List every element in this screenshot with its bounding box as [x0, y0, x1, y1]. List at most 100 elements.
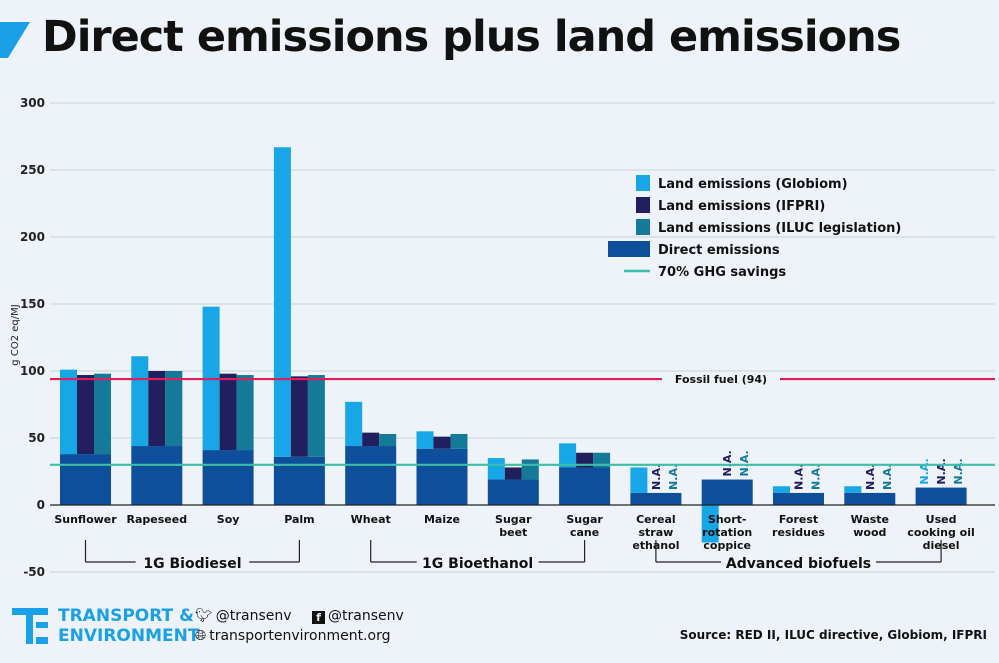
legend-swatch-iluc: [636, 219, 650, 235]
na-label-iluc: N.A.: [952, 458, 965, 484]
y-tick-label: -50: [23, 565, 45, 579]
legend-label-iluc: Land emissions (ILUC legislation): [658, 221, 901, 236]
na-label-ifpri: N.A.: [650, 464, 663, 490]
group-label: 1G Biodiesel: [143, 556, 241, 572]
bar-direct-emissions: [559, 467, 611, 505]
globe-icon: 🌐︎: [195, 628, 207, 644]
bar-land-globiom: [345, 401, 363, 447]
bar-land-iluc: [307, 375, 325, 457]
bar-land-iluc: [521, 459, 539, 480]
bar-direct-emissions: [60, 454, 111, 505]
bar-direct-emissions: [844, 492, 896, 505]
title-accent-shape: [0, 22, 30, 58]
na-label-iluc: N.A.: [667, 464, 680, 490]
y-tick-label: 300: [20, 96, 45, 110]
facebook-handle: @transenv: [328, 608, 404, 624]
bar-direct-emissions: [345, 446, 397, 505]
bar-land-globiom: [60, 369, 77, 455]
bar-land-globiom: [701, 505, 719, 543]
emissions-chart: -50 0 50 100 150 200 250 300 g CO2 eq/MJ N.A. N.A.…: [10, 96, 995, 579]
category-label: beet: [499, 526, 527, 539]
bar-direct-emissions: [915, 487, 967, 505]
bar-land-ifpri: [433, 436, 451, 449]
brand-line-2: ENVIRONMENT: [58, 626, 200, 646]
bar-direct-emissions: [701, 479, 753, 505]
bar-land-iluc: [450, 433, 468, 449]
legend-swatch-direct: [608, 241, 650, 257]
bar-direct-emissions: [202, 450, 254, 505]
bar-land-globiom: [630, 467, 648, 493]
category-label: Forest: [779, 513, 818, 526]
page-title: Direct emissions plus land emissions: [42, 12, 901, 62]
fossil-fuel-label: Fossil fuel (94): [675, 373, 767, 386]
twitter-icon: 🐦︎: [195, 608, 213, 624]
category-label: Soy: [217, 513, 240, 526]
bar-land-iluc: [165, 371, 183, 447]
bar-land-globiom: [131, 356, 149, 447]
legend-swatch-ifpri: [636, 197, 650, 213]
twitter-link[interactable]: 🐦︎ @transenv: [195, 608, 300, 624]
category-label: cooking oil: [907, 526, 974, 539]
category-label: Sunflower: [54, 513, 117, 526]
footer: TRANSPORT & ENVIRONMENT 🐦︎ @transenv f @tr…: [0, 600, 999, 663]
bar-land-ifpri: [219, 373, 237, 451]
y-tick-label: 100: [20, 364, 45, 378]
group-label: 1G Bioethanol: [422, 556, 533, 572]
category-label: wood: [853, 526, 886, 539]
bar-land-globiom: [487, 458, 505, 480]
na-label-globiom: N.A.: [918, 458, 931, 484]
transport-environment-logo-icon: [12, 608, 48, 644]
group-label: Advanced biofuels: [726, 556, 871, 572]
facebook-link[interactable]: f @transenv: [312, 608, 412, 624]
category-label: Waste: [851, 513, 889, 526]
bar-direct-emissions: [773, 492, 824, 505]
bar-land-ifpri: [504, 467, 522, 480]
bar-direct-emissions: [416, 448, 468, 505]
bar-land-iluc: [94, 373, 111, 455]
bar-land-globiom: [773, 486, 790, 493]
na-label-ifpri: N.A.: [864, 464, 877, 490]
category-label: straw: [638, 526, 673, 539]
category-label: rotation: [702, 526, 752, 539]
bar-land-iluc: [379, 433, 397, 447]
legend-label-globiom: Land emissions (Globiom): [658, 177, 848, 192]
y-tick-label: 0: [37, 498, 45, 512]
y-tick-label: 150: [20, 297, 45, 311]
na-label-ifpri: N.A.: [793, 464, 806, 490]
category-label: Used: [926, 513, 957, 526]
facebook-icon: f: [312, 611, 325, 624]
bar-direct-emissions: [131, 446, 183, 505]
bar-land-globiom: [416, 431, 434, 449]
y-axis-label: g CO2 eq/MJ: [10, 304, 21, 365]
website-url: transportenvironment.org: [209, 628, 391, 644]
legend-label-ifpri: Land emissions (IFPRI): [658, 199, 825, 214]
brand-line-1: TRANSPORT &: [58, 606, 194, 626]
bar-land-ifpri: [290, 376, 308, 457]
bar-direct-emissions: [487, 479, 539, 505]
category-label: Short-: [708, 513, 747, 526]
bar-land-globiom: [273, 147, 291, 457]
category-label: Maize: [424, 513, 460, 526]
y-tick-label: 250: [20, 163, 45, 177]
y-tick-label: 50: [28, 431, 45, 445]
category-label: Palm: [284, 513, 314, 526]
bar-land-ifpri: [362, 432, 380, 447]
na-label-ifpri: N.A.: [721, 450, 734, 476]
na-label-iluc: N.A.: [881, 464, 894, 490]
social-links: 🐦︎ @transenv f @transenv 🌐︎ transportenviro…: [195, 606, 420, 646]
category-label: Sugar: [495, 513, 532, 526]
bar-direct-emissions: [630, 492, 682, 505]
brand-name: TRANSPORT & ENVIRONMENT: [58, 606, 199, 646]
category-label: cane: [570, 526, 599, 539]
website-link[interactable]: 🌐︎ transportenvironment.org: [195, 626, 420, 646]
category-label: Cereal: [636, 513, 676, 526]
category-label: Rapeseed: [127, 513, 188, 526]
y-tick-label: 200: [20, 230, 45, 244]
na-label-ifpri: N.A.: [935, 458, 948, 484]
na-label-iluc: N.A.: [810, 464, 823, 490]
na-label-iluc: N.A.: [738, 450, 751, 476]
category-label: residues: [772, 526, 825, 539]
bar-land-ifpri: [148, 371, 166, 447]
category-label: coppice: [703, 539, 751, 552]
twitter-handle: @transenv: [215, 608, 292, 624]
